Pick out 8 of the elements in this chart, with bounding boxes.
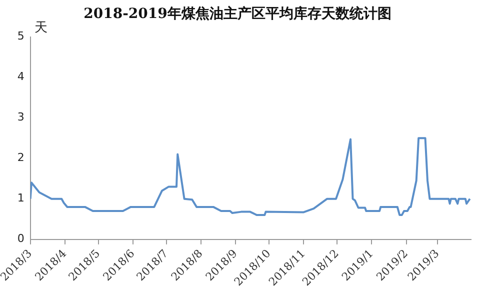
- y-tick-label: 4: [17, 70, 24, 84]
- y-tick-label: 5: [17, 30, 24, 43]
- y-tick-label: 2: [17, 151, 24, 164]
- y-tick-label: 0: [17, 232, 24, 246]
- y-tick-label: 1: [17, 192, 24, 205]
- y-axis-title: 天: [34, 20, 48, 36]
- chart-title: 2018-2019年煤焦油主产区平均库存天数统计图: [84, 5, 392, 22]
- y-tick-label: 3: [17, 110, 24, 124]
